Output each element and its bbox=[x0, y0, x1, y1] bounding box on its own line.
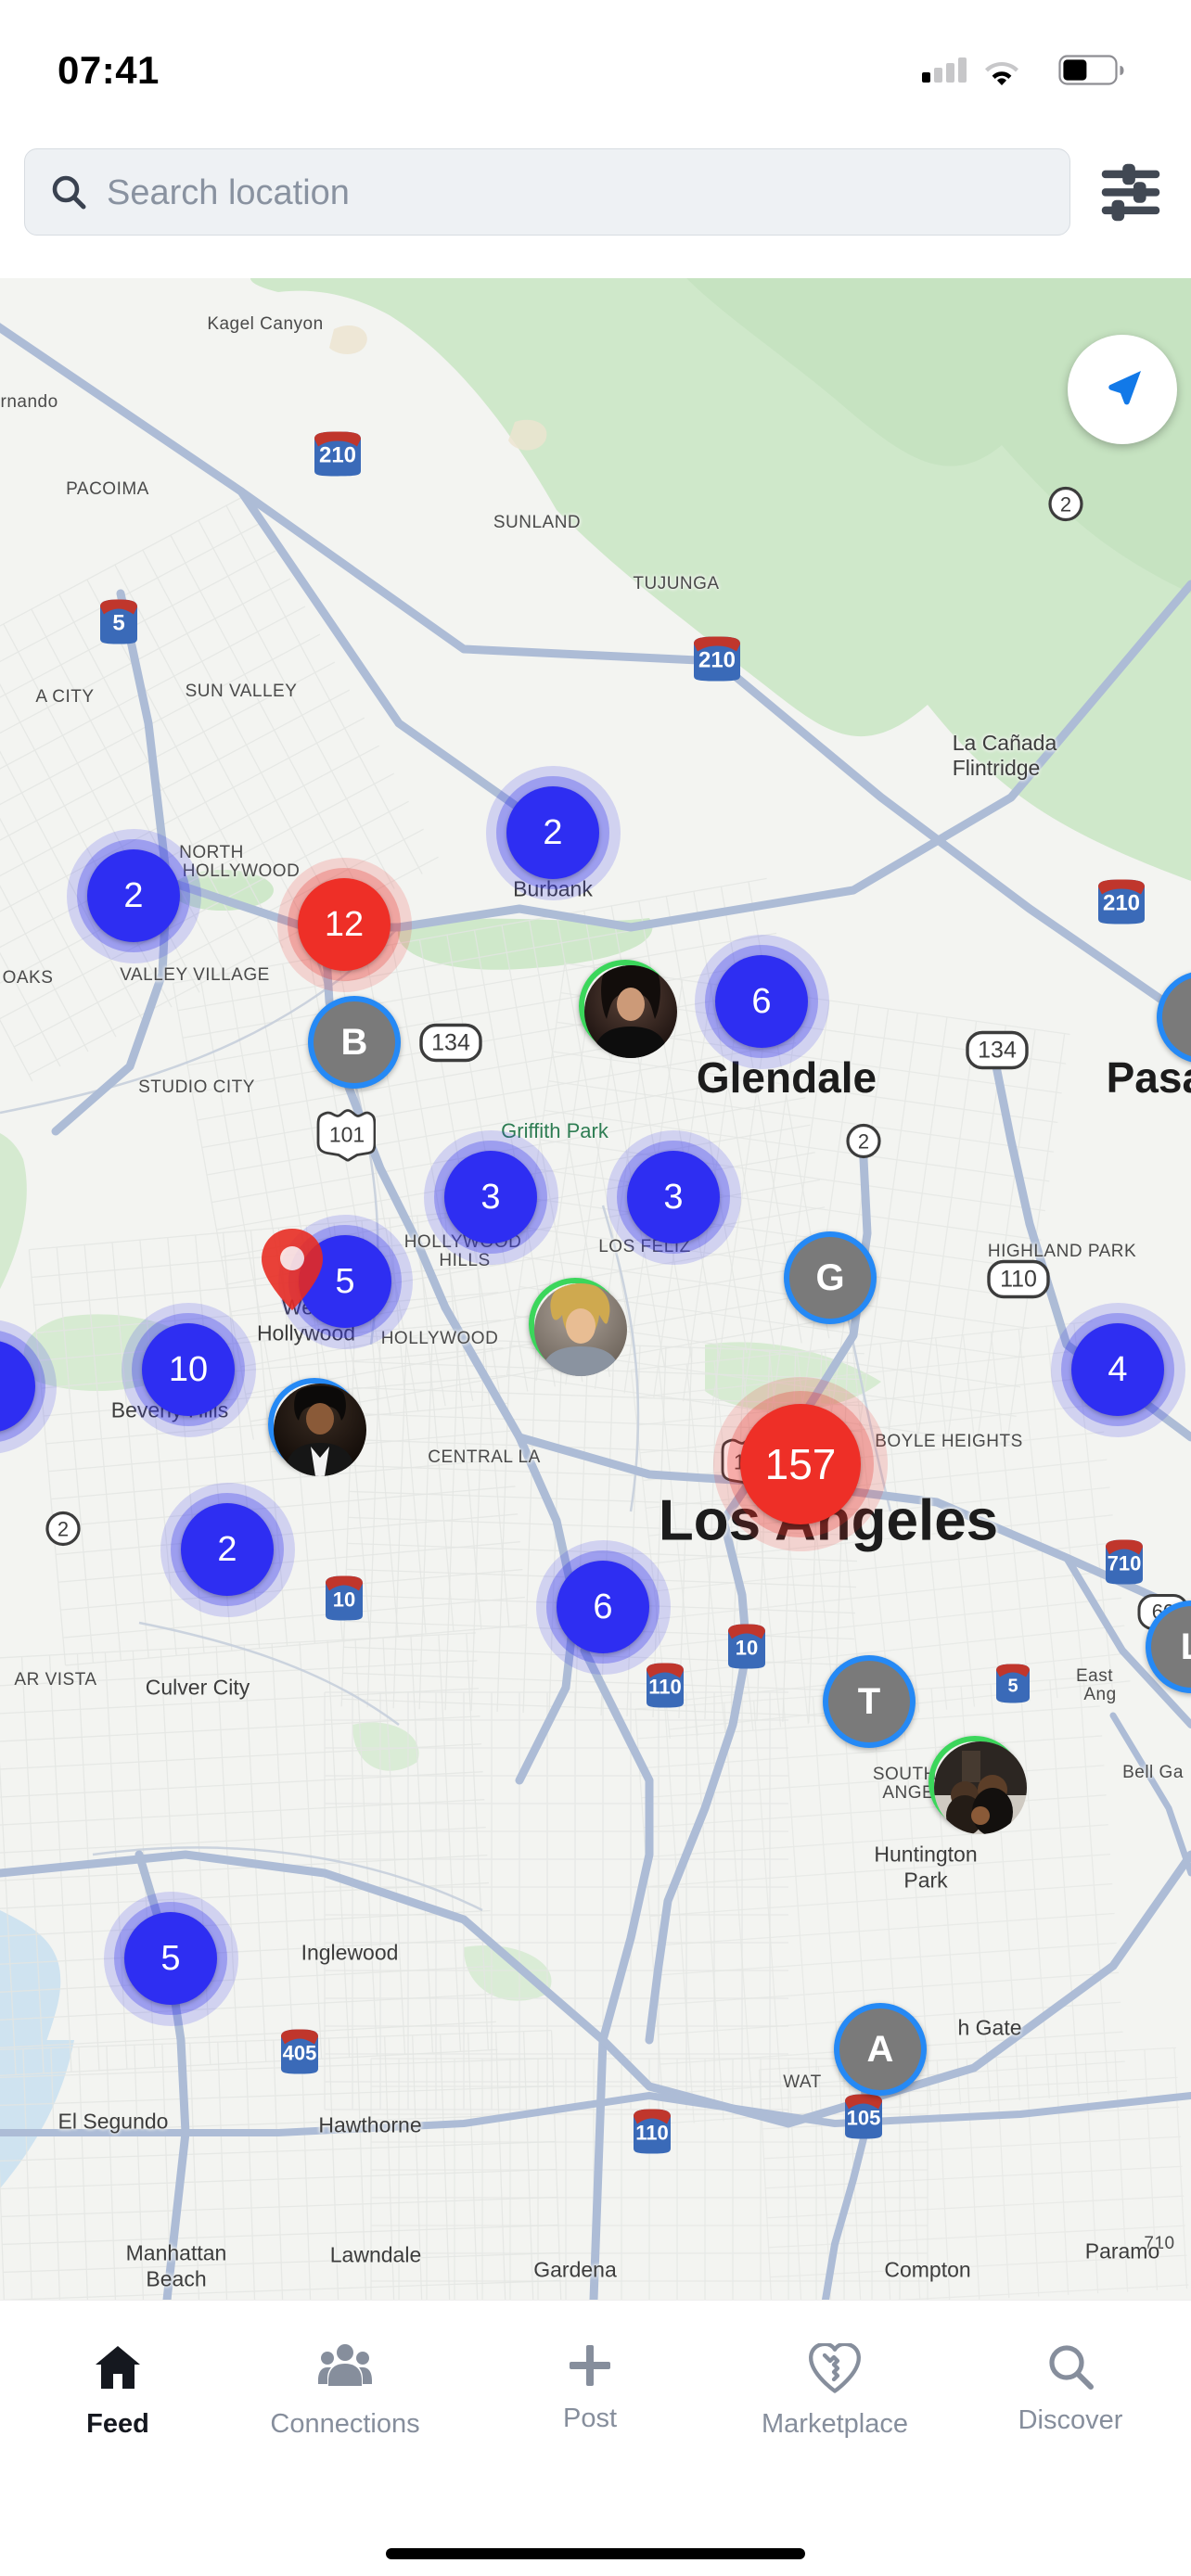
svg-text:5: 5 bbox=[112, 611, 124, 636]
svg-text:10: 10 bbox=[736, 1637, 758, 1660]
svg-text:405: 405 bbox=[283, 2042, 317, 2065]
svg-text:210: 210 bbox=[698, 648, 736, 673]
svg-text:110: 110 bbox=[635, 2122, 669, 2145]
svg-text:710: 710 bbox=[1108, 1552, 1142, 1575]
svg-text:2: 2 bbox=[1060, 493, 1071, 516]
svg-text:134: 134 bbox=[978, 1038, 1017, 1064]
svg-text:2: 2 bbox=[858, 1130, 869, 1154]
svg-text:105: 105 bbox=[847, 2107, 881, 2130]
svg-text:134: 134 bbox=[431, 1030, 470, 1056]
svg-text:5: 5 bbox=[1007, 1677, 1018, 1697]
svg-text:210: 210 bbox=[319, 443, 356, 468]
svg-text:210: 210 bbox=[1103, 891, 1140, 916]
svg-text:110: 110 bbox=[648, 1676, 682, 1699]
svg-text:101: 101 bbox=[329, 1123, 365, 1147]
svg-text:2: 2 bbox=[58, 1518, 69, 1541]
svg-text:110: 110 bbox=[1000, 1267, 1037, 1293]
svg-text:10: 10 bbox=[333, 1588, 355, 1612]
